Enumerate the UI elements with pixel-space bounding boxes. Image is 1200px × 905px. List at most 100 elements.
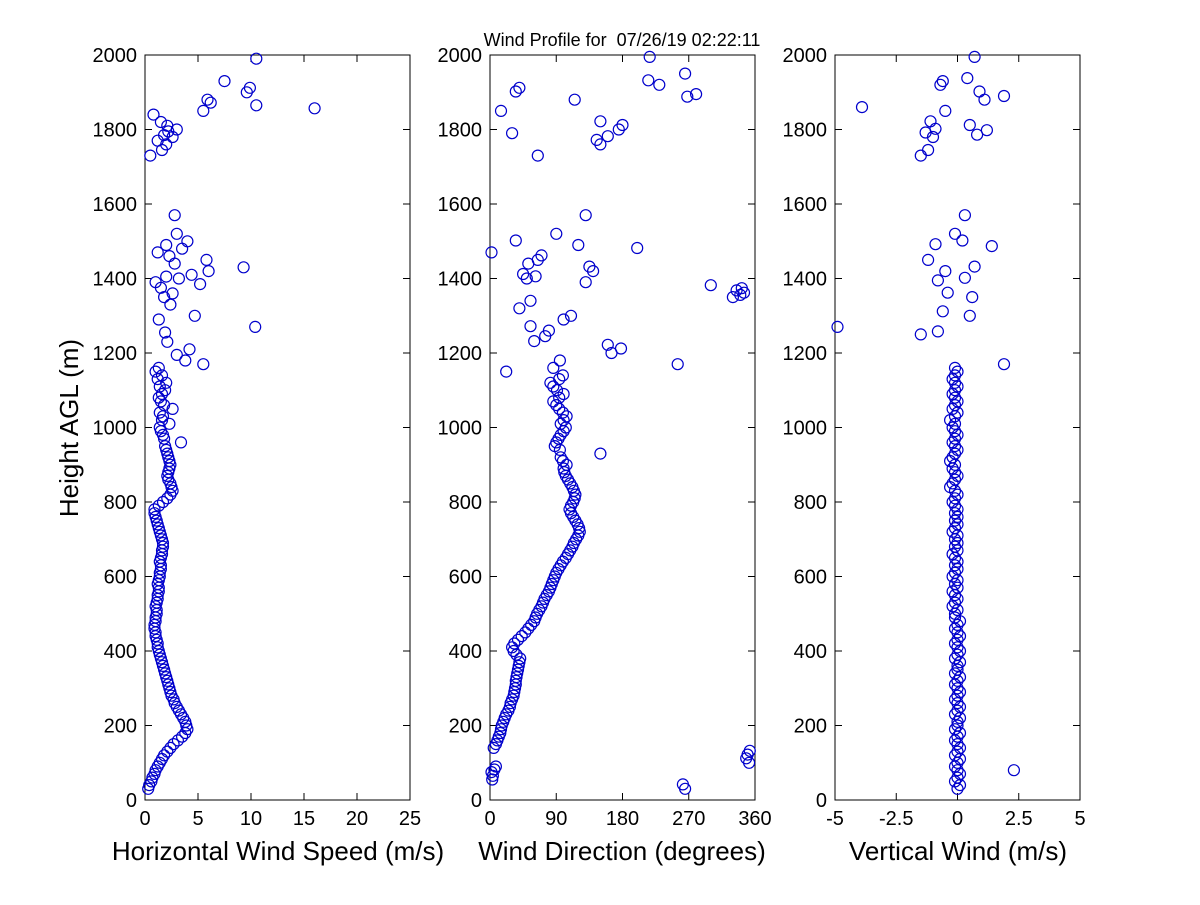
- data-point: [948, 551, 962, 565]
- data-point: [145, 775, 158, 788]
- data-point: [951, 641, 964, 654]
- data-point: [152, 391, 165, 404]
- y-tick-label: 1000: [783, 418, 828, 440]
- data-point: [743, 744, 756, 757]
- data-point: [914, 149, 927, 162]
- y-tick-label: 0: [816, 790, 827, 812]
- data-point: [183, 343, 196, 356]
- x-axis-label-vertical-wind: Vertical Wind (m/s): [849, 836, 1067, 866]
- data-point: [156, 410, 170, 423]
- data-point: [951, 682, 964, 695]
- data-point: [560, 458, 573, 471]
- data-point: [308, 102, 321, 115]
- data-point: [171, 734, 184, 747]
- data-point: [973, 85, 986, 98]
- data-point: [516, 267, 530, 281]
- data-point: [160, 270, 173, 283]
- y-tick-label: 1200: [783, 343, 828, 365]
- data-point: [997, 89, 1011, 103]
- data-point: [519, 626, 532, 639]
- y-tick-label: 2000: [783, 45, 828, 67]
- data-point: [948, 466, 962, 479]
- data-point: [554, 417, 567, 430]
- data-point: [155, 369, 169, 382]
- data-point: [174, 436, 188, 449]
- data-point: [179, 354, 192, 367]
- data-point: [963, 118, 976, 132]
- data-point: [153, 648, 166, 661]
- y-tick-label: 600: [104, 567, 137, 589]
- data-point: [553, 373, 566, 386]
- data-point: [614, 342, 628, 355]
- y-tick-label: 400: [104, 641, 137, 663]
- data-point: [951, 618, 964, 632]
- data-point: [557, 462, 570, 475]
- y-tick-label: 1600: [438, 194, 483, 216]
- data-point: [525, 618, 538, 632]
- plot-box: [144, 54, 411, 801]
- data-point: [948, 492, 962, 505]
- data-point: [583, 260, 596, 273]
- data-point: [201, 93, 214, 106]
- data-point: [547, 361, 560, 374]
- data-point: [515, 629, 528, 643]
- data-point: [921, 143, 935, 157]
- data-point: [200, 253, 213, 266]
- data-point: [204, 96, 217, 109]
- y-tick-label: 600: [794, 567, 827, 589]
- data-point: [966, 291, 979, 304]
- y-tick-label: 1800: [783, 120, 828, 142]
- data-point: [510, 648, 523, 661]
- data-point: [948, 533, 962, 546]
- data-point: [494, 726, 507, 740]
- data-point: [946, 436, 959, 449]
- data-point: [968, 50, 981, 64]
- data-point: [535, 249, 548, 262]
- data-point: [948, 391, 962, 404]
- y-tick-label: 1000: [93, 418, 138, 440]
- x-tick-label: -5: [826, 808, 844, 830]
- data-point: [948, 227, 962, 240]
- data-point: [968, 260, 981, 273]
- y-tick-label: 1200: [438, 343, 483, 365]
- data-point: [511, 633, 525, 646]
- data-point: [142, 782, 155, 795]
- data-point: [151, 246, 164, 259]
- y-tick-label: 1800: [93, 120, 138, 142]
- data-point: [948, 637, 962, 650]
- data-point: [951, 518, 964, 531]
- panel-0: 0 5 10 15 20 25 0 200 400 600 800 1000 1200 1400 1600 1…: [93, 45, 422, 830]
- data-point: [948, 540, 962, 553]
- data-point: [980, 124, 994, 137]
- data-point: [160, 238, 173, 252]
- data-point: [678, 67, 692, 80]
- data-point: [172, 272, 185, 285]
- panel-1: 0 90 180 270 360 0 200 400 600 800 1000 1200 1400 160…: [438, 45, 772, 830]
- data-point: [612, 123, 625, 136]
- data-point: [951, 704, 964, 717]
- data-point: [997, 358, 1011, 371]
- data-point: [489, 760, 502, 773]
- data-point: [985, 240, 998, 253]
- data-point: [153, 525, 166, 538]
- data-point: [170, 348, 183, 361]
- data-point: [951, 764, 964, 777]
- data-point: [951, 696, 964, 710]
- data-point: [855, 100, 869, 114]
- data-point: [951, 581, 964, 594]
- data-point: [524, 294, 537, 307]
- panel-2: -5 -2.5 0 2.5 5 0 200 400 600 800 1000 1200 1400 1600…: [783, 45, 1086, 830]
- data-point: [939, 265, 952, 278]
- x-tick-label: 90: [545, 808, 567, 830]
- data-point: [531, 149, 544, 162]
- data-point: [156, 659, 170, 673]
- data-point: [951, 633, 964, 646]
- data-point: [951, 674, 964, 687]
- data-point: [167, 737, 180, 751]
- data-point: [164, 298, 177, 311]
- data-point: [550, 227, 563, 240]
- data-point: [951, 782, 964, 795]
- data-point: [951, 737, 964, 751]
